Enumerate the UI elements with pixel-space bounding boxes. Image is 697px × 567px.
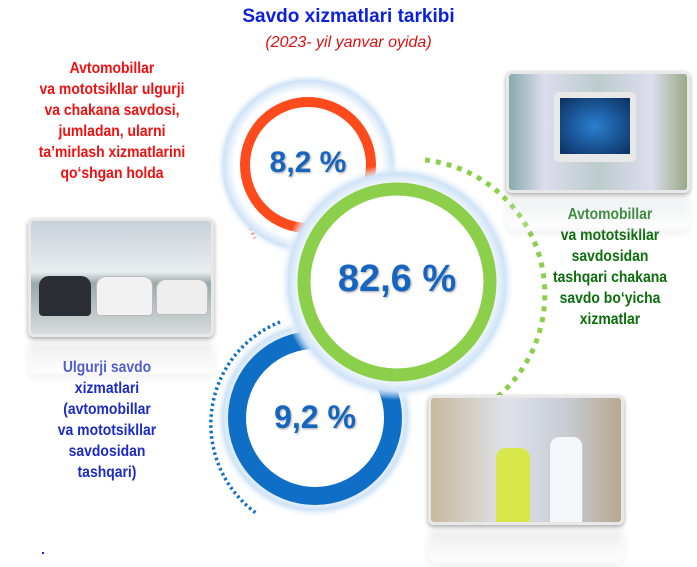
label-line: Ulgurji savdo: [62, 359, 152, 376]
label-line: ta’mirlash xizmatlarini: [38, 144, 186, 161]
decorative-dot: [42, 552, 44, 554]
worker-vest-shape: [496, 448, 530, 522]
label-line: xizmatlar: [579, 311, 641, 328]
green-ring: [297, 182, 497, 382]
label-line: va mototsikllar: [57, 422, 157, 439]
white-car-shape: [156, 279, 208, 315]
label-line: va mototsikllar: [560, 227, 660, 244]
car-showroom-photo: [28, 218, 214, 337]
label-line: Avtomobillar: [69, 60, 155, 77]
photo-reflection: [506, 195, 690, 231]
label-line: savdo bo‘yicha: [559, 290, 661, 307]
dark-car-shape: [39, 276, 91, 316]
warehouse-handshake-photo: [428, 395, 624, 525]
label-line: jumladan, ularni: [58, 123, 166, 140]
label-auto-moto-trade: Avtomobillar va mototsikllar ulgurji va …: [13, 58, 211, 184]
basket-icon: [560, 98, 630, 154]
label-line: va chakana savdosi,: [44, 102, 180, 119]
tablet-shape: [554, 92, 636, 162]
white-car-shape: [96, 276, 153, 316]
label-line: (avtomobillar: [63, 401, 151, 418]
blue-dotted-arc: [209, 320, 281, 515]
label-line: qo‘shgan holda: [60, 165, 164, 182]
label-line: xizmatlari: [74, 380, 140, 397]
label-retail-services: Avtomobillar va mototsikllar savdosidan …: [520, 204, 697, 330]
label-line: tashqari): [77, 464, 137, 481]
value-retail-services: 82,6 %: [337, 258, 457, 300]
label-line: tashqari chakana: [553, 269, 667, 286]
value-auto-moto-trade: 8,2 %: [269, 146, 347, 179]
label-line: savdosidan: [68, 443, 146, 460]
photo-reflection: [428, 528, 624, 564]
label-line: Avtomobillar: [567, 206, 653, 223]
label-line: savdosidan: [571, 248, 649, 265]
page-subtitle: (2023- yil yanvar oyida): [265, 34, 432, 51]
manager-shirt-shape: [549, 436, 583, 522]
tablet-shopping-basket-photo: [506, 71, 690, 193]
value-wholesale-services: 9,2 %: [274, 399, 356, 435]
label-wholesale-services: Ulgurji savdo xizmatlari (avtomobillar v…: [13, 357, 202, 483]
page-title: Savdo xizmatlari tarkibi: [242, 6, 455, 27]
label-line: va mototsikllar ulgurji: [39, 81, 185, 98]
photo-reflection: [28, 340, 214, 376]
